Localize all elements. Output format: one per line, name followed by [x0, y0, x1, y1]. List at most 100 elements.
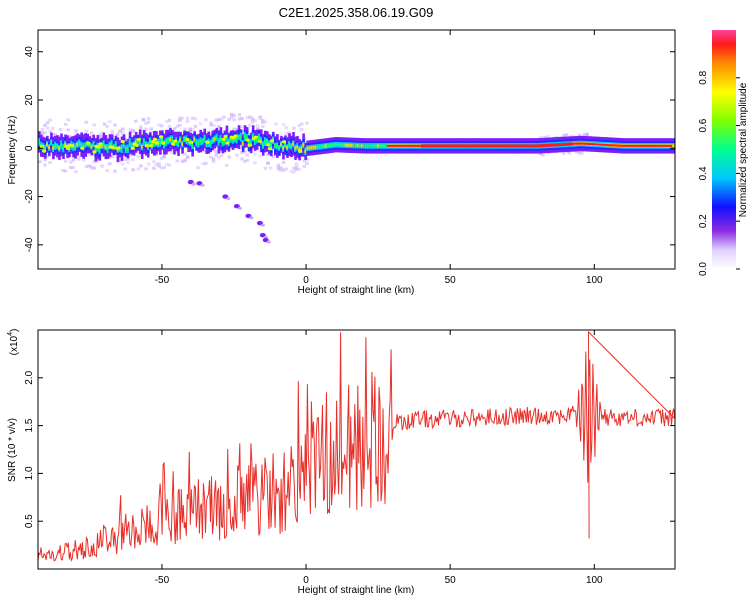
heat-cell	[175, 159, 179, 163]
heat-cell	[188, 130, 192, 134]
heat-cell	[185, 116, 190, 120]
heat-cell	[250, 116, 255, 120]
heat-cell	[177, 141, 180, 146]
heat-cell	[61, 135, 65, 139]
heat-cell	[358, 144, 362, 148]
heat-cell	[378, 144, 382, 148]
heat-cell	[50, 140, 53, 145]
heat-cell	[292, 142, 295, 146]
snr-multiplier: (x104)	[7, 329, 20, 356]
heat-cell	[63, 169, 68, 173]
heat-cell	[89, 135, 94, 139]
heat-cell	[124, 146, 128, 152]
heat-cell	[263, 166, 268, 170]
colorbar-gradient	[712, 30, 736, 269]
heat-cell	[201, 139, 205, 144]
ytick-label: 0.5	[24, 514, 35, 528]
heat-cell	[92, 160, 96, 164]
heat-cell	[172, 127, 177, 131]
heat-cell	[171, 137, 174, 142]
heat-cell	[43, 158, 47, 162]
heat-cell	[245, 135, 249, 139]
xtick-label: -50	[155, 575, 170, 586]
heat-cell	[120, 147, 124, 151]
heat-cell	[350, 143, 354, 147]
heat-cell	[229, 112, 234, 116]
heat-cell	[366, 144, 370, 148]
heat-cell	[239, 134, 243, 140]
heat-cell	[121, 127, 125, 131]
heat-cell	[183, 159, 187, 163]
snr-ylabel: SNR (10 * v/v)	[7, 418, 18, 482]
heat-cell	[167, 163, 172, 167]
heat-cell	[237, 113, 242, 117]
heat-cell	[231, 138, 235, 142]
heat-cell	[240, 151, 244, 155]
colorbar: 0.0 0.2 0.4 0.6 0.8 Normalized spectral ampl…	[698, 30, 749, 276]
heat-cell	[139, 125, 143, 129]
heat-cell	[54, 143, 57, 149]
spectrogram-xlabel: Height of straight line (km)	[298, 285, 415, 296]
heat-cell	[564, 133, 569, 137]
heat-cell	[305, 161, 309, 165]
heat-cell	[243, 134, 247, 139]
heat-cell	[197, 141, 200, 146]
heat-cell	[130, 144, 134, 148]
heat-cell	[302, 164, 307, 168]
heat-cell	[209, 132, 213, 136]
heat-cell	[346, 143, 350, 147]
heat-cell	[97, 135, 102, 139]
heat-cell	[128, 153, 133, 157]
heat-cell	[232, 114, 237, 118]
heat-cell	[56, 144, 59, 149]
heat-cell	[114, 143, 118, 148]
heat-cell	[577, 151, 582, 155]
heat-cell	[348, 143, 352, 147]
colorbar-tick-label: 0.2	[698, 214, 709, 228]
heat-cell	[146, 162, 151, 166]
heat-cell	[74, 144, 77, 150]
heat-cell	[546, 134, 550, 138]
heat-cell	[227, 117, 231, 121]
heat-cell	[287, 131, 291, 135]
figure-title: C2E1.2025.358.06.19.G09	[279, 5, 434, 20]
heat-cell	[209, 155, 213, 159]
heat-blob	[189, 140, 194, 144]
heat-blob	[66, 147, 71, 151]
heat-cell	[162, 165, 167, 169]
heat-cell	[183, 136, 186, 142]
heat-cell	[261, 120, 265, 124]
heat-cell	[372, 144, 376, 148]
xtick-label: 0	[303, 575, 309, 586]
heat-cell	[82, 145, 85, 149]
heat-cell	[245, 158, 250, 162]
heat-cell	[144, 167, 148, 171]
heat-cell	[144, 121, 148, 125]
trace-halo	[226, 197, 231, 201]
heat-cell	[106, 146, 110, 151]
heat-cell	[146, 120, 151, 124]
heat-cell	[110, 130, 115, 134]
spectrogram-ylabel: Frequency (Hz)	[7, 116, 18, 185]
heat-cell	[84, 129, 89, 133]
heat-blob	[269, 139, 275, 143]
heat-cell	[253, 119, 257, 123]
heat-cell	[40, 127, 45, 131]
heat-cell	[178, 119, 182, 123]
snr-panel: -50 0 50 100 0.5 1.0 1.5 2.0 Height of straight…	[7, 329, 676, 596]
heat-cell	[274, 143, 277, 148]
heat-cell	[308, 146, 311, 150]
heat-cell	[154, 162, 159, 166]
heat-cell	[255, 127, 260, 131]
heat-cell	[352, 143, 356, 147]
heat-blob	[98, 142, 103, 146]
heat-cell	[362, 144, 366, 148]
heat-blob	[136, 137, 142, 142]
heat-cell	[84, 120, 89, 124]
heat-cell	[209, 121, 213, 125]
heat-cell	[274, 122, 278, 126]
heat-cell	[133, 119, 138, 123]
heat-cell	[214, 150, 218, 154]
heat-blob	[148, 144, 154, 148]
